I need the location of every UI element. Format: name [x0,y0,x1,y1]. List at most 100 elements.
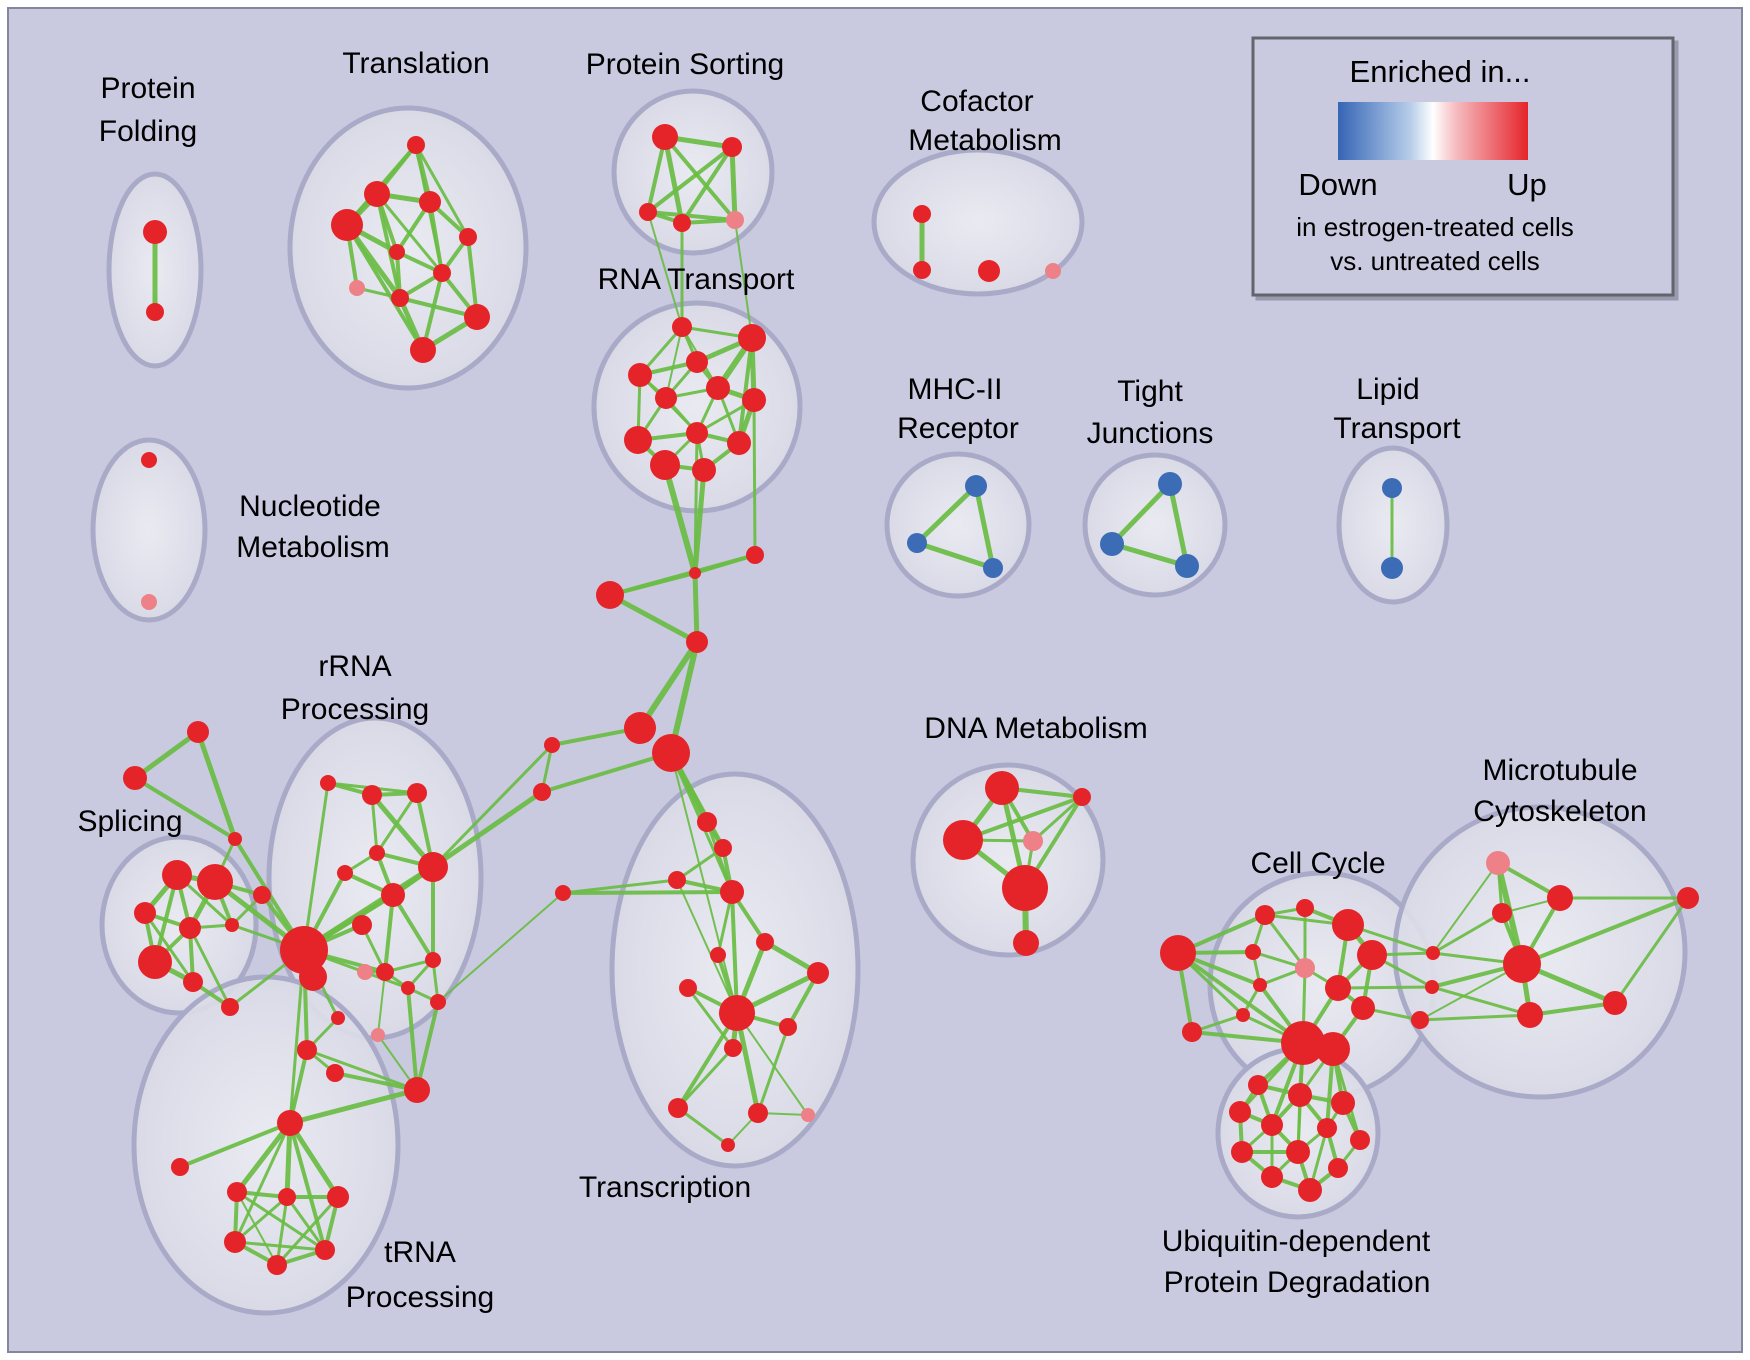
node-u3[interactable] [1331,1091,1355,1115]
node-p5[interactable] [726,211,744,229]
node-sp4[interactable] [179,917,201,939]
node-x6[interactable] [710,947,726,963]
node-x14[interactable] [801,1108,815,1122]
node-x2[interactable] [714,839,732,857]
node-r4[interactable] [686,351,708,373]
node-q8[interactable] [352,915,372,935]
node-x4[interactable] [720,880,744,904]
node-Rh[interactable] [280,926,328,974]
node-f3[interactable] [978,260,1000,282]
node-t4[interactable] [419,191,441,213]
node-tc[interactable] [327,1186,349,1208]
node-r9[interactable] [686,422,708,444]
node-sp5[interactable] [225,918,239,932]
node-c2[interactable] [746,546,764,564]
node-n2[interactable] [141,594,157,610]
node-x11[interactable] [724,1039,742,1057]
node-tf[interactable] [267,1255,287,1275]
node-u12[interactable] [1298,1178,1322,1202]
node-sp9[interactable] [253,886,271,904]
node-u7[interactable] [1350,1130,1370,1150]
node-p3[interactable] [639,203,657,221]
node-j3[interactable] [1175,554,1199,578]
node-cJ[interactable] [1325,975,1351,1001]
node-t5[interactable] [459,228,477,246]
node-q11[interactable] [357,964,373,980]
node-t11[interactable] [410,337,436,363]
node-q9[interactable] [425,952,441,968]
node-cI[interactable] [1253,978,1267,992]
node-l2[interactable] [1381,557,1403,579]
node-cB[interactable] [1182,1022,1202,1042]
node-sp6[interactable] [138,945,172,979]
node-q15[interactable] [331,1011,345,1025]
node-r7[interactable] [742,388,766,412]
node-q4[interactable] [418,852,448,882]
node-t1[interactable] [407,136,425,154]
node-x5[interactable] [756,933,774,951]
node-x9[interactable] [719,995,755,1031]
node-c3[interactable] [596,581,624,609]
node-mE[interactable] [1517,1002,1543,1028]
node-sp3[interactable] [134,902,156,924]
node-q5[interactable] [369,845,385,861]
node-pf2[interactable] [146,303,164,321]
node-f1[interactable] [913,205,931,223]
node-f2[interactable] [913,261,931,279]
node-cN[interactable] [1316,1032,1350,1066]
node-h1[interactable] [624,712,656,744]
node-cF[interactable] [1357,940,1387,970]
node-r2[interactable] [738,324,766,352]
node-r12[interactable] [692,458,716,482]
node-x15[interactable] [721,1138,735,1152]
node-x1[interactable] [697,812,717,832]
node-r8[interactable] [624,426,652,454]
node-x13[interactable] [748,1103,768,1123]
node-t3[interactable] [331,209,363,241]
node-sp8[interactable] [221,998,239,1016]
node-sp1[interactable] [162,860,192,890]
node-q1[interactable] [320,775,336,791]
node-x12[interactable] [668,1098,688,1118]
node-cM[interactable] [1281,1021,1325,1065]
node-s2[interactable] [533,783,551,801]
node-l1[interactable] [1382,478,1402,498]
node-q3[interactable] [407,783,427,803]
node-q16[interactable] [297,1040,317,1060]
node-t2[interactable] [364,181,390,207]
node-q2[interactable] [362,785,382,805]
node-sp7[interactable] [183,972,203,992]
node-mG[interactable] [1677,887,1699,909]
node-t7[interactable] [433,264,451,282]
node-cE[interactable] [1332,909,1364,941]
node-cK[interactable] [1236,1008,1250,1022]
node-q10[interactable] [376,963,394,981]
node-n1[interactable] [141,452,157,468]
node-x7[interactable] [679,979,697,997]
node-p1[interactable] [652,124,678,150]
node-tl[interactable] [171,1158,189,1176]
node-q14[interactable] [371,1028,385,1042]
node-u9[interactable] [1286,1140,1310,1164]
node-j1[interactable] [1158,472,1182,496]
node-x16[interactable] [555,885,571,901]
node-mB[interactable] [1547,885,1573,911]
node-g2[interactable] [123,766,147,790]
node-q12[interactable] [401,981,415,995]
node-Rh2[interactable] [299,963,327,991]
node-tb[interactable] [278,1188,296,1206]
node-c1[interactable] [689,567,701,579]
node-m1[interactable] [965,475,987,497]
node-q7[interactable] [381,883,405,907]
node-d2[interactable] [1073,788,1091,806]
node-x8[interactable] [807,962,829,984]
node-mF[interactable] [1603,991,1627,1015]
node-r1[interactable] [672,317,692,337]
node-r11[interactable] [650,450,680,480]
node-mA[interactable] [1486,851,1510,875]
node-cO[interactable] [1426,946,1440,960]
node-q13[interactable] [430,994,446,1010]
node-pf1[interactable] [143,220,167,244]
node-u11[interactable] [1261,1166,1283,1188]
node-u1[interactable] [1248,1075,1268,1095]
